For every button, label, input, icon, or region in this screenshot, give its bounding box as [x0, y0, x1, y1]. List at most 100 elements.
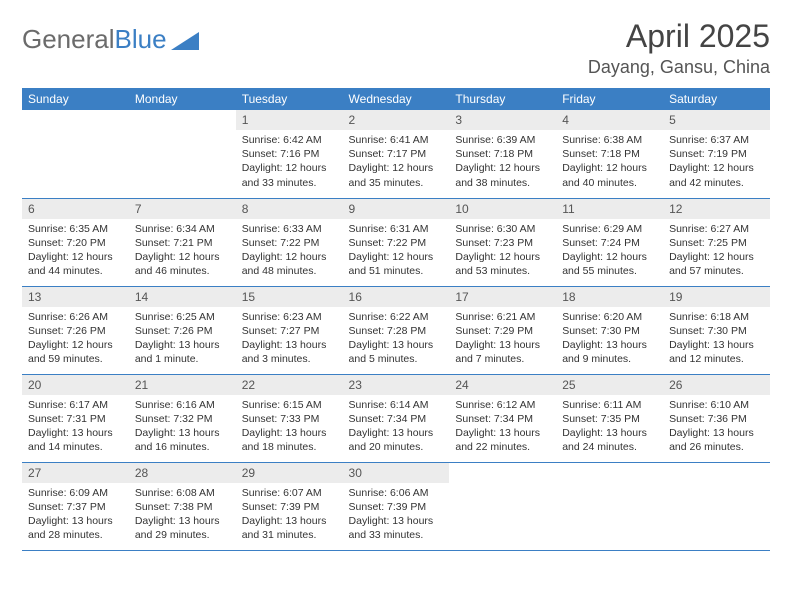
day-details: Sunrise: 6:27 AMSunset: 7:25 PMDaylight:…	[663, 219, 770, 283]
day-number: 3	[449, 110, 556, 130]
calendar-day-cell: 11Sunrise: 6:29 AMSunset: 7:24 PMDayligh…	[556, 198, 663, 286]
day-details: Sunrise: 6:22 AMSunset: 7:28 PMDaylight:…	[343, 307, 450, 371]
day-number: 11	[556, 199, 663, 219]
day-details: Sunrise: 6:11 AMSunset: 7:35 PMDaylight:…	[556, 395, 663, 459]
day-details: Sunrise: 6:31 AMSunset: 7:22 PMDaylight:…	[343, 219, 450, 283]
day-number: 26	[663, 375, 770, 395]
calendar-empty-cell	[22, 110, 129, 198]
day-number: 17	[449, 287, 556, 307]
calendar-week-row: 13Sunrise: 6:26 AMSunset: 7:26 PMDayligh…	[22, 286, 770, 374]
location: Dayang, Gansu, China	[588, 57, 770, 78]
calendar-day-cell: 10Sunrise: 6:30 AMSunset: 7:23 PMDayligh…	[449, 198, 556, 286]
brand-logo: GeneralBlue	[22, 18, 199, 55]
day-number: 25	[556, 375, 663, 395]
day-number: 2	[343, 110, 450, 130]
month-title: April 2025	[588, 18, 770, 55]
calendar-week-row: 1Sunrise: 6:42 AMSunset: 7:16 PMDaylight…	[22, 110, 770, 198]
day-details: Sunrise: 6:25 AMSunset: 7:26 PMDaylight:…	[129, 307, 236, 371]
day-number: 10	[449, 199, 556, 219]
weekday-header-row: SundayMondayTuesdayWednesdayThursdayFrid…	[22, 88, 770, 110]
calendar-day-cell: 21Sunrise: 6:16 AMSunset: 7:32 PMDayligh…	[129, 374, 236, 462]
weekday-header: Thursday	[449, 88, 556, 110]
day-details: Sunrise: 6:41 AMSunset: 7:17 PMDaylight:…	[343, 130, 450, 194]
calendar-week-row: 6Sunrise: 6:35 AMSunset: 7:20 PMDaylight…	[22, 198, 770, 286]
calendar-day-cell: 18Sunrise: 6:20 AMSunset: 7:30 PMDayligh…	[556, 286, 663, 374]
calendar-day-cell: 30Sunrise: 6:06 AMSunset: 7:39 PMDayligh…	[343, 462, 450, 550]
day-details: Sunrise: 6:20 AMSunset: 7:30 PMDaylight:…	[556, 307, 663, 371]
day-details: Sunrise: 6:16 AMSunset: 7:32 PMDaylight:…	[129, 395, 236, 459]
day-details: Sunrise: 6:17 AMSunset: 7:31 PMDaylight:…	[22, 395, 129, 459]
weekday-header: Friday	[556, 88, 663, 110]
calendar-day-cell: 8Sunrise: 6:33 AMSunset: 7:22 PMDaylight…	[236, 198, 343, 286]
day-number: 19	[663, 287, 770, 307]
calendar-day-cell: 1Sunrise: 6:42 AMSunset: 7:16 PMDaylight…	[236, 110, 343, 198]
weekday-header: Sunday	[22, 88, 129, 110]
calendar-day-cell: 9Sunrise: 6:31 AMSunset: 7:22 PMDaylight…	[343, 198, 450, 286]
day-number: 24	[449, 375, 556, 395]
calendar-day-cell: 20Sunrise: 6:17 AMSunset: 7:31 PMDayligh…	[22, 374, 129, 462]
day-details: Sunrise: 6:29 AMSunset: 7:24 PMDaylight:…	[556, 219, 663, 283]
calendar-day-cell: 29Sunrise: 6:07 AMSunset: 7:39 PMDayligh…	[236, 462, 343, 550]
calendar-empty-cell	[663, 462, 770, 550]
day-number: 16	[343, 287, 450, 307]
day-details: Sunrise: 6:15 AMSunset: 7:33 PMDaylight:…	[236, 395, 343, 459]
calendar-day-cell: 25Sunrise: 6:11 AMSunset: 7:35 PMDayligh…	[556, 374, 663, 462]
day-details: Sunrise: 6:08 AMSunset: 7:38 PMDaylight:…	[129, 483, 236, 547]
calendar-day-cell: 7Sunrise: 6:34 AMSunset: 7:21 PMDaylight…	[129, 198, 236, 286]
day-number: 8	[236, 199, 343, 219]
day-details: Sunrise: 6:06 AMSunset: 7:39 PMDaylight:…	[343, 483, 450, 547]
calendar-day-cell: 3Sunrise: 6:39 AMSunset: 7:18 PMDaylight…	[449, 110, 556, 198]
calendar-day-cell: 5Sunrise: 6:37 AMSunset: 7:19 PMDaylight…	[663, 110, 770, 198]
day-details: Sunrise: 6:12 AMSunset: 7:34 PMDaylight:…	[449, 395, 556, 459]
calendar-empty-cell	[449, 462, 556, 550]
calendar-day-cell: 4Sunrise: 6:38 AMSunset: 7:18 PMDaylight…	[556, 110, 663, 198]
day-number: 20	[22, 375, 129, 395]
day-details: Sunrise: 6:26 AMSunset: 7:26 PMDaylight:…	[22, 307, 129, 371]
day-number: 23	[343, 375, 450, 395]
weekday-header: Tuesday	[236, 88, 343, 110]
weekday-header: Monday	[129, 88, 236, 110]
calendar-day-cell: 12Sunrise: 6:27 AMSunset: 7:25 PMDayligh…	[663, 198, 770, 286]
title-block: April 2025 Dayang, Gansu, China	[588, 18, 770, 78]
day-number: 27	[22, 463, 129, 483]
day-number: 4	[556, 110, 663, 130]
day-number: 18	[556, 287, 663, 307]
calendar-empty-cell	[556, 462, 663, 550]
calendar-day-cell: 14Sunrise: 6:25 AMSunset: 7:26 PMDayligh…	[129, 286, 236, 374]
day-details: Sunrise: 6:39 AMSunset: 7:18 PMDaylight:…	[449, 130, 556, 194]
day-details: Sunrise: 6:21 AMSunset: 7:29 PMDaylight:…	[449, 307, 556, 371]
day-details: Sunrise: 6:18 AMSunset: 7:30 PMDaylight:…	[663, 307, 770, 371]
day-details: Sunrise: 6:33 AMSunset: 7:22 PMDaylight:…	[236, 219, 343, 283]
day-number: 29	[236, 463, 343, 483]
day-details: Sunrise: 6:23 AMSunset: 7:27 PMDaylight:…	[236, 307, 343, 371]
day-number: 21	[129, 375, 236, 395]
day-details: Sunrise: 6:30 AMSunset: 7:23 PMDaylight:…	[449, 219, 556, 283]
calendar-day-cell: 27Sunrise: 6:09 AMSunset: 7:37 PMDayligh…	[22, 462, 129, 550]
day-number: 5	[663, 110, 770, 130]
day-number: 15	[236, 287, 343, 307]
day-details: Sunrise: 6:14 AMSunset: 7:34 PMDaylight:…	[343, 395, 450, 459]
calendar-day-cell: 19Sunrise: 6:18 AMSunset: 7:30 PMDayligh…	[663, 286, 770, 374]
brand-part1: General	[22, 24, 115, 55]
day-details: Sunrise: 6:37 AMSunset: 7:19 PMDaylight:…	[663, 130, 770, 194]
day-number: 22	[236, 375, 343, 395]
day-number: 7	[129, 199, 236, 219]
day-number: 12	[663, 199, 770, 219]
calendar-week-row: 27Sunrise: 6:09 AMSunset: 7:37 PMDayligh…	[22, 462, 770, 550]
weekday-header: Wednesday	[343, 88, 450, 110]
day-details: Sunrise: 6:34 AMSunset: 7:21 PMDaylight:…	[129, 219, 236, 283]
weekday-header: Saturday	[663, 88, 770, 110]
calendar-day-cell: 22Sunrise: 6:15 AMSunset: 7:33 PMDayligh…	[236, 374, 343, 462]
day-number: 28	[129, 463, 236, 483]
calendar-empty-cell	[129, 110, 236, 198]
day-details: Sunrise: 6:38 AMSunset: 7:18 PMDaylight:…	[556, 130, 663, 194]
brand-part2: Blue	[115, 24, 167, 55]
calendar-table: SundayMondayTuesdayWednesdayThursdayFrid…	[22, 88, 770, 551]
day-details: Sunrise: 6:42 AMSunset: 7:16 PMDaylight:…	[236, 130, 343, 194]
calendar-day-cell: 6Sunrise: 6:35 AMSunset: 7:20 PMDaylight…	[22, 198, 129, 286]
brand-triangle-icon	[171, 30, 199, 50]
calendar-day-cell: 2Sunrise: 6:41 AMSunset: 7:17 PMDaylight…	[343, 110, 450, 198]
calendar-day-cell: 26Sunrise: 6:10 AMSunset: 7:36 PMDayligh…	[663, 374, 770, 462]
day-details: Sunrise: 6:10 AMSunset: 7:36 PMDaylight:…	[663, 395, 770, 459]
calendar-day-cell: 17Sunrise: 6:21 AMSunset: 7:29 PMDayligh…	[449, 286, 556, 374]
